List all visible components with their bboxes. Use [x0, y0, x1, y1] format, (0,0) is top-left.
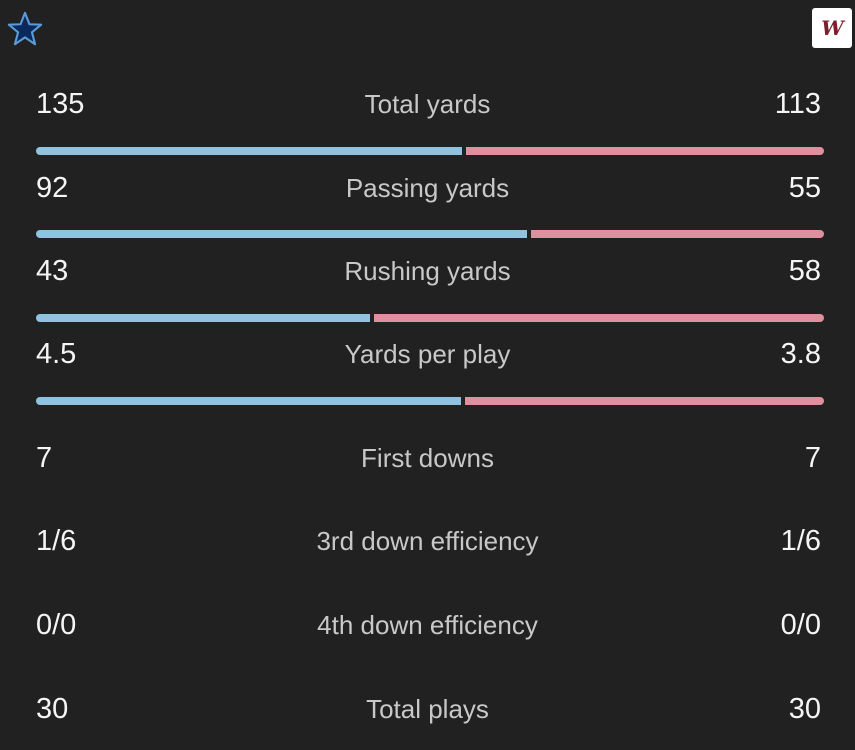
away-value: 7: [804, 442, 821, 474]
stat-label: 4th down efficiency: [317, 610, 538, 640]
home-bar-segment: [36, 397, 461, 405]
stat-label: Total yards: [364, 89, 491, 119]
home-value: 135: [36, 88, 85, 120]
stat-row-rushing-yards: 43 Rushing yards 58: [0, 251, 855, 291]
home-bar-segment: [36, 147, 462, 155]
stat-row-first-downs: 7 First downs 7: [0, 438, 855, 478]
comparison-bar-yards-per-play: [36, 397, 824, 405]
stat-row-total-plays: 30 Total plays 30: [0, 689, 855, 729]
home-value: 92: [36, 172, 69, 204]
stat-label: Total plays: [366, 694, 489, 724]
home-value: 4.5: [36, 338, 77, 370]
stat-row-3rd-down-efficiency: 1/6 3rd down efficiency 1/6: [0, 521, 855, 561]
home-value: 0/0: [36, 609, 77, 641]
away-value: 0/0: [780, 609, 821, 641]
home-value: 43: [36, 255, 69, 287]
away-bar-segment: [531, 230, 824, 238]
stat-label: Passing yards: [345, 173, 510, 203]
stat-row-total-yards: 135 Total yards 113: [0, 84, 855, 124]
stat-label: 3rd down efficiency: [316, 526, 539, 556]
stat-row-4th-down-efficiency: 0/0 4th down efficiency 0/0: [0, 605, 855, 645]
away-value: 55: [788, 172, 821, 204]
home-value: 1/6: [36, 525, 77, 557]
comparison-bar-passing-yards: [36, 230, 824, 238]
stat-row-yards-per-play: 4.5 Yards per play 3.8: [0, 334, 855, 374]
away-logo-text: W: [821, 16, 843, 40]
star-icon: [7, 11, 43, 46]
away-value: 58: [788, 255, 821, 287]
comparison-bar-total-yards: [36, 147, 824, 155]
away-bar-segment: [374, 314, 824, 322]
home-value: 30: [36, 693, 69, 725]
away-value: 1/6: [780, 525, 821, 557]
away-bar-segment: [465, 397, 824, 405]
away-value: 30: [788, 693, 821, 725]
away-bar-segment: [466, 147, 824, 155]
comparison-bar-rushing-yards: [36, 314, 824, 322]
stat-label: Rushing yards: [344, 256, 511, 286]
stat-row-passing-yards: 92 Passing yards 55: [0, 168, 855, 208]
away-value: 113: [774, 88, 821, 120]
away-value: 3.8: [780, 338, 821, 370]
home-value: 7: [36, 442, 53, 474]
home-bar-segment: [36, 230, 527, 238]
w-logo-icon: W: [812, 8, 852, 48]
stat-label: First downs: [361, 443, 494, 473]
stat-label: Yards per play: [344, 339, 511, 369]
home-bar-segment: [36, 314, 370, 322]
